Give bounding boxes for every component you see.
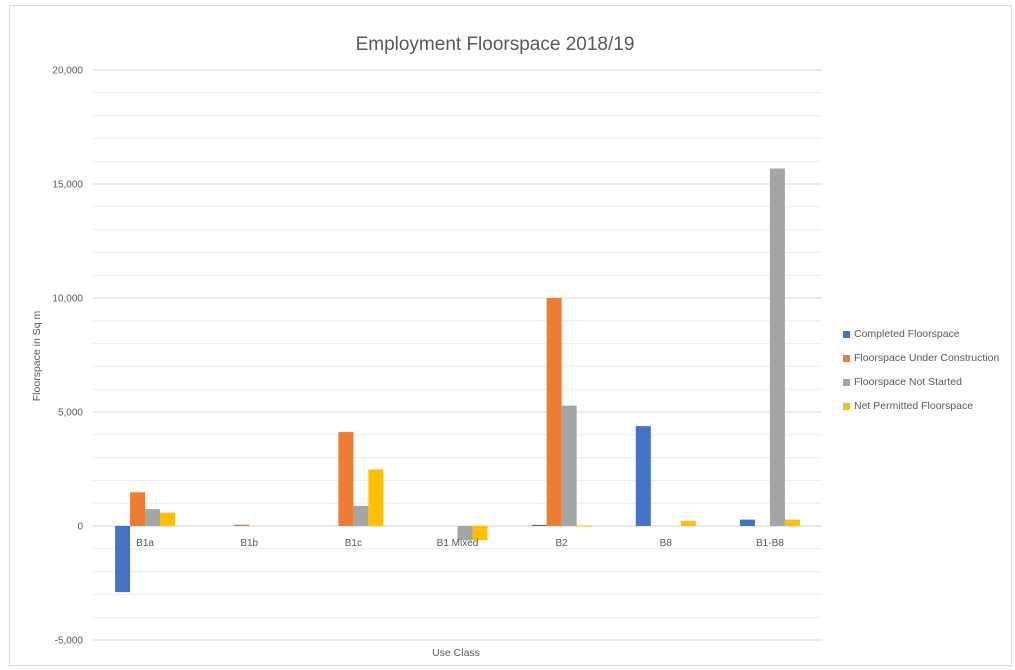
bar bbox=[739, 519, 755, 526]
chart-title: Employment Floorspace 2018/19 bbox=[356, 34, 635, 55]
bar bbox=[680, 520, 696, 526]
y-tick-label: 20,000 bbox=[52, 66, 83, 77]
bar bbox=[130, 492, 146, 526]
gridlines bbox=[93, 69, 822, 641]
bar bbox=[338, 432, 354, 526]
bar bbox=[115, 526, 131, 593]
y-tick-labels: -5,000 0 5,000 10,000 15,000 20,000 bbox=[52, 66, 83, 647]
y-tick-label: 10,000 bbox=[52, 294, 83, 305]
legend-item: Completed Floorspace bbox=[843, 322, 999, 346]
y-axis-title: Floorspace in Sq m bbox=[31, 311, 43, 402]
x-tick-label: B1a bbox=[136, 538, 154, 549]
bar bbox=[769, 168, 785, 526]
bar bbox=[353, 505, 369, 526]
x-tick-labels: B1a B1b B1c B1 Mixed B2 B8 B1-B8 bbox=[136, 538, 784, 549]
legend-item: Floorspace Not Started bbox=[843, 370, 999, 394]
bar bbox=[635, 426, 651, 526]
legend-label: Completed Floorspace bbox=[854, 328, 960, 340]
y-tick-label: 0 bbox=[77, 522, 83, 533]
x-axis-title: Use Class bbox=[432, 647, 480, 659]
x-tick-label: B1-B8 bbox=[756, 538, 784, 549]
x-tick-label: B1c bbox=[345, 538, 362, 549]
y-tick-label: 15,000 bbox=[52, 180, 83, 191]
bar bbox=[561, 405, 577, 526]
legend-item: Net Permitted Floorspace bbox=[843, 394, 999, 418]
x-tick-label: B8 bbox=[660, 538, 673, 549]
legend-item: Floorspace Under Construction bbox=[843, 346, 999, 370]
bar bbox=[784, 519, 800, 526]
bar bbox=[531, 524, 547, 526]
legend-swatch bbox=[843, 378, 850, 386]
bar bbox=[234, 524, 250, 526]
x-tick-label: B1b bbox=[240, 538, 258, 549]
bars bbox=[115, 168, 800, 593]
y-tick-label: 5,000 bbox=[58, 408, 83, 419]
bar bbox=[160, 512, 176, 526]
bar bbox=[546, 298, 562, 526]
bar bbox=[457, 526, 473, 541]
bar bbox=[472, 526, 488, 541]
legend-swatch bbox=[843, 354, 850, 362]
x-tick-label: B2 bbox=[556, 538, 569, 549]
bar bbox=[368, 469, 384, 526]
bar bbox=[576, 525, 592, 527]
legend-label: Floorspace Not Started bbox=[854, 376, 962, 388]
bar bbox=[145, 509, 161, 526]
legend-swatch bbox=[843, 402, 850, 410]
x-tick-label: B1 Mixed bbox=[437, 538, 479, 549]
legend-label: Floorspace Under Construction bbox=[854, 352, 1000, 364]
legend-label: Net Permitted Floorspace bbox=[854, 400, 974, 412]
legend: Completed Floorspace Floorspace Under Con… bbox=[843, 322, 999, 418]
y-tick-label: -5,000 bbox=[55, 636, 84, 647]
legend-swatch bbox=[843, 330, 850, 338]
